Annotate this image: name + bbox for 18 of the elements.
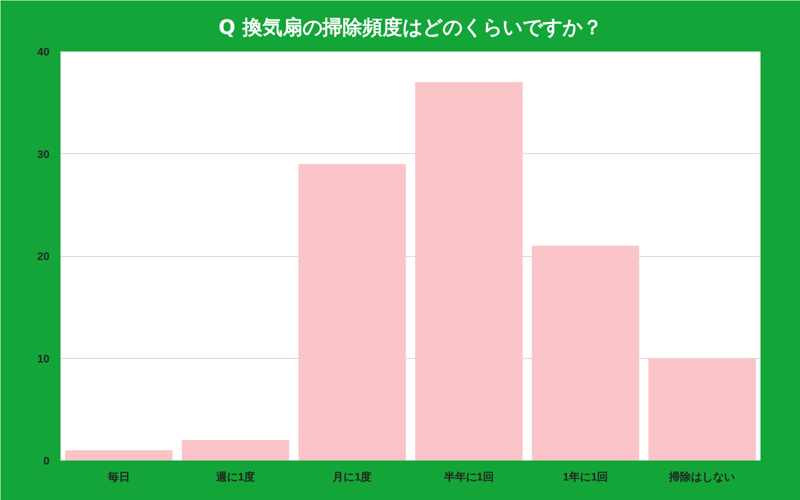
y-tick-label: 40 (37, 46, 50, 58)
bar (298, 164, 406, 460)
x-tick-label: 半年に1回 (442, 470, 494, 484)
y-tick-label: 20 (37, 251, 50, 263)
y-tick-label: 30 (37, 148, 50, 161)
x-tick-label: 月に1度 (332, 470, 372, 484)
y-tick-label: 10 (37, 353, 50, 366)
x-tick-label: 週に1度 (214, 470, 256, 484)
bar (65, 450, 172, 460)
x-tick-label: 掃除はしない (668, 470, 736, 484)
x-tick-label: 1年に1回 (562, 470, 608, 484)
y-tick-label: 0 (43, 456, 50, 468)
bar (182, 440, 290, 460)
chart-title: Q 換気扇の掃除頻度はどのくらいですか？ (218, 15, 602, 39)
bar (415, 82, 522, 460)
x-tick-label: 毎日 (106, 470, 130, 484)
bar (532, 246, 640, 460)
bar (648, 358, 756, 460)
